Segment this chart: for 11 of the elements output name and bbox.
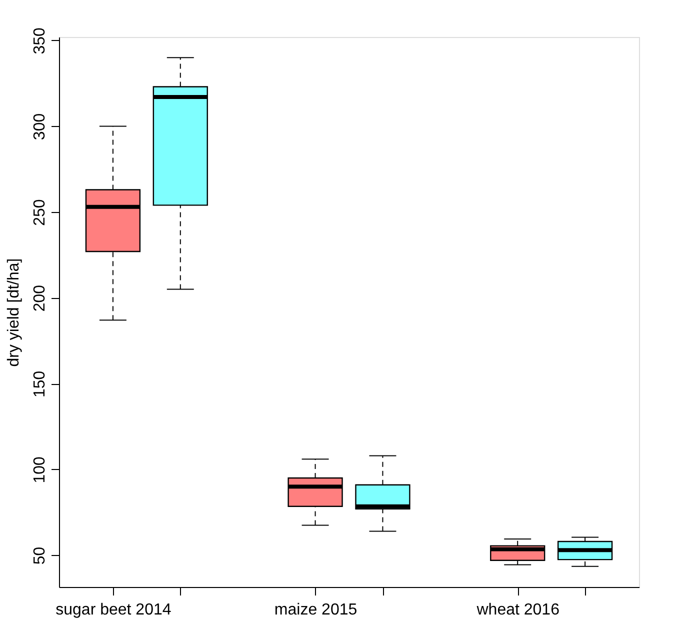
- y-tick-label: 300: [32, 113, 48, 140]
- x-tick-label: maize 2015: [274, 602, 358, 618]
- y-tick-label: 50: [32, 546, 48, 565]
- y-tick-label: 350: [32, 27, 48, 54]
- y-tick-label: 250: [32, 199, 48, 226]
- y-tick-label: 150: [32, 370, 48, 398]
- x-tick-label: sugar beet 2014: [56, 602, 172, 618]
- y-tick-label: 200: [32, 284, 48, 312]
- y-tick-label: 100: [32, 456, 48, 484]
- x-tick-label: wheat 2016: [476, 602, 560, 618]
- y-axis-title: dry yield [dt/ha]: [6, 258, 22, 367]
